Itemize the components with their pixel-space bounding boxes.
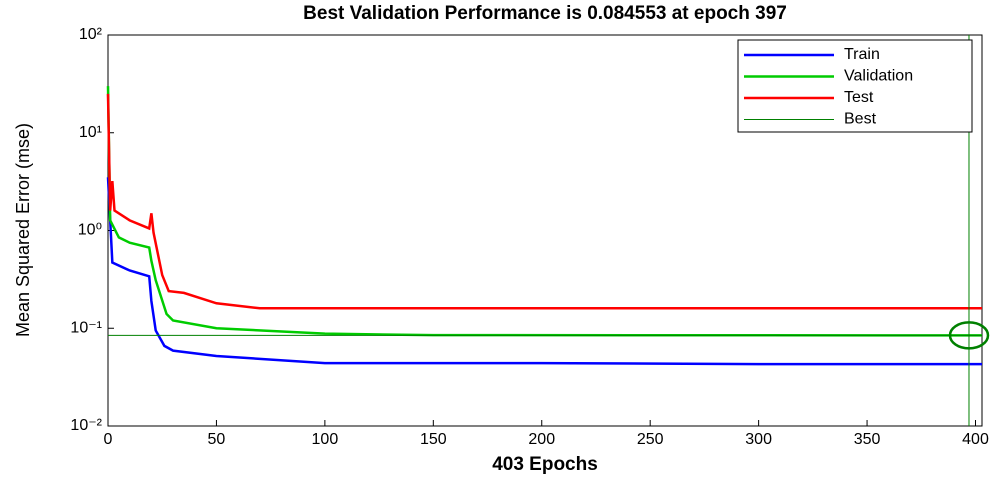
x-tick-label: 150	[420, 431, 447, 448]
y-axis-label: Mean Squared Error (mse)	[13, 123, 33, 337]
x-tick-label: 400	[962, 431, 989, 448]
legend-label: Train	[844, 46, 880, 63]
x-axis-label: 403 Epochs	[492, 454, 598, 475]
y-tick-label: 10²	[79, 26, 103, 43]
y-tick-label: 10¹	[79, 124, 102, 141]
chart-title: Best Validation Performance is 0.084553 …	[303, 3, 787, 24]
x-tick-label: 200	[528, 431, 555, 448]
series-line	[106, 93, 982, 310]
legend-label: Best	[844, 111, 877, 128]
x-tick-label: 50	[208, 431, 226, 448]
x-tick-label: 250	[637, 431, 664, 448]
legend-label: Validation	[844, 68, 913, 85]
legend-label: Test	[844, 89, 874, 106]
x-tick-label: 100	[312, 431, 339, 448]
x-tick-label: 0	[104, 431, 113, 448]
best-marker	[948, 321, 990, 350]
y-tick-label: 10⁻²	[70, 417, 102, 434]
y-tick-label: 10⁰	[78, 222, 102, 239]
x-tick-label: 300	[745, 431, 772, 448]
x-tick-label: 350	[854, 431, 881, 448]
y-tick-label: 10⁻¹	[70, 319, 102, 336]
series-line	[106, 177, 982, 366]
